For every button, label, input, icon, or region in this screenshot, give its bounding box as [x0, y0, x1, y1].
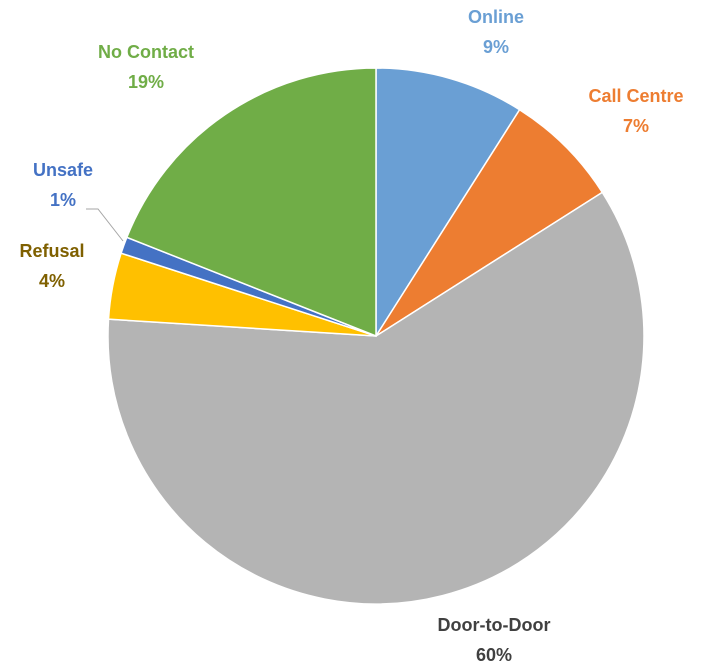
value-label: 19%	[128, 72, 164, 92]
value-label: 60%	[476, 645, 512, 665]
value-label: 1%	[50, 190, 76, 210]
pie-slice	[107, 191, 645, 605]
category-label: Refusal	[19, 241, 84, 261]
value-label: 9%	[483, 37, 509, 57]
leader-line	[86, 208, 124, 242]
value-label: 7%	[623, 116, 649, 136]
category-label: No Contact	[98, 42, 194, 62]
pie-slice	[375, 67, 521, 339]
category-label: Online	[468, 7, 524, 27]
pie-slice	[125, 67, 377, 338]
category-label: Door-to-Door	[438, 615, 551, 635]
pie-slice	[375, 108, 604, 337]
category-label: Unsafe	[33, 160, 93, 180]
value-label: 4%	[39, 271, 65, 291]
category-label: Call Centre	[588, 86, 683, 106]
